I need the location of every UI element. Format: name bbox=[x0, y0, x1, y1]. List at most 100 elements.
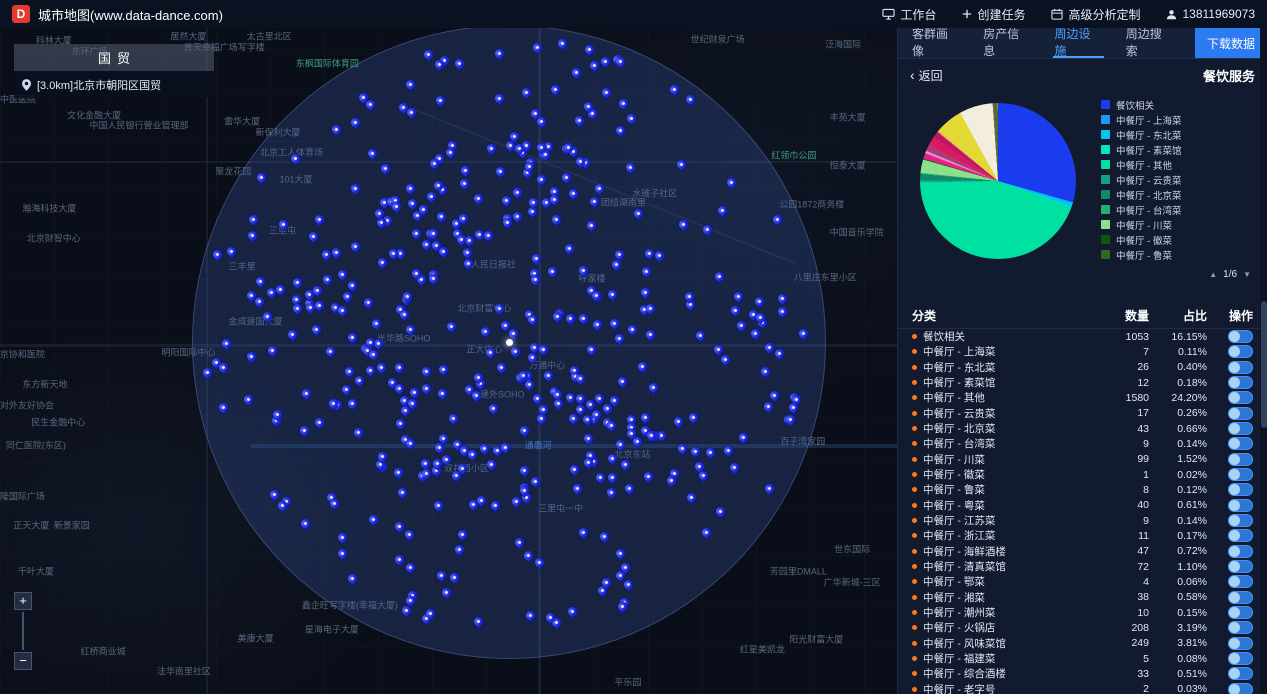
nav-account[interactable]: 13811969073 bbox=[1166, 7, 1255, 21]
map-marker[interactable] bbox=[546, 264, 559, 278]
map-marker[interactable] bbox=[626, 323, 639, 336]
map-marker[interactable] bbox=[407, 386, 421, 399]
map-marker[interactable] bbox=[393, 360, 407, 374]
map-marker[interactable] bbox=[410, 226, 423, 240]
row-toggle[interactable] bbox=[1228, 575, 1253, 589]
map-marker[interactable] bbox=[573, 391, 587, 405]
map-marker[interactable] bbox=[714, 504, 728, 518]
legend-item[interactable]: 中餐厅 - 鲁菜 bbox=[1101, 247, 1253, 262]
map-marker[interactable] bbox=[537, 343, 551, 356]
map-marker[interactable] bbox=[613, 437, 627, 451]
map-marker[interactable] bbox=[749, 327, 762, 341]
map-marker[interactable] bbox=[346, 572, 360, 586]
map-marker[interactable] bbox=[244, 350, 258, 364]
map-marker[interactable] bbox=[419, 238, 433, 252]
map-marker[interactable] bbox=[570, 65, 584, 79]
map-marker[interactable] bbox=[349, 240, 363, 254]
legend-item[interactable]: 中餐厅 - 上海菜 bbox=[1101, 112, 1253, 127]
legend-item[interactable]: 中餐厅 - 徽菜 bbox=[1101, 232, 1253, 247]
map-marker[interactable] bbox=[762, 340, 776, 354]
legend-item[interactable]: 中餐厅 - 其他 bbox=[1101, 157, 1253, 172]
map-marker[interactable] bbox=[725, 176, 739, 189]
map-marker[interactable] bbox=[606, 451, 619, 465]
map-marker[interactable] bbox=[729, 304, 743, 318]
map-marker[interactable] bbox=[329, 245, 343, 259]
map-marker[interactable] bbox=[639, 411, 653, 424]
map-marker[interactable] bbox=[266, 344, 279, 358]
map-marker[interactable] bbox=[685, 491, 699, 504]
legend-item[interactable]: 中餐厅 - 川菜 bbox=[1101, 217, 1253, 232]
map-marker[interactable] bbox=[592, 182, 606, 196]
map-marker[interactable] bbox=[500, 193, 514, 207]
map-marker[interactable] bbox=[693, 328, 707, 342]
row-toggle[interactable] bbox=[1228, 452, 1253, 466]
map-marker[interactable] bbox=[364, 363, 378, 377]
map-marker[interactable] bbox=[299, 517, 313, 530]
tab-property-info[interactable]: 房产信息 bbox=[983, 28, 1020, 58]
map-marker[interactable] bbox=[494, 361, 508, 374]
map-marker[interactable] bbox=[570, 481, 584, 495]
map-marker[interactable] bbox=[614, 547, 627, 561]
map-marker[interactable] bbox=[776, 304, 789, 318]
map-marker[interactable] bbox=[336, 546, 350, 560]
map-marker[interactable] bbox=[566, 605, 580, 619]
map-marker[interactable] bbox=[403, 528, 417, 541]
map-marker[interactable] bbox=[610, 257, 623, 271]
tab-nearby-search[interactable]: 周边搜索 bbox=[1125, 28, 1162, 58]
row-toggle[interactable] bbox=[1228, 544, 1253, 558]
map-marker[interactable] bbox=[488, 498, 502, 512]
row-toggle[interactable] bbox=[1228, 514, 1253, 528]
row-toggle[interactable] bbox=[1228, 667, 1253, 681]
row-toggle[interactable] bbox=[1228, 560, 1253, 574]
map-marker[interactable] bbox=[713, 270, 727, 284]
row-toggle[interactable] bbox=[1228, 437, 1253, 451]
map-marker[interactable] bbox=[437, 363, 451, 376]
row-toggle[interactable] bbox=[1228, 345, 1253, 359]
map-marker[interactable] bbox=[672, 414, 686, 428]
map-marker[interactable] bbox=[421, 48, 435, 62]
map-marker[interactable] bbox=[392, 520, 406, 534]
map-marker[interactable] bbox=[552, 397, 565, 410]
map-marker[interactable] bbox=[588, 195, 601, 209]
map-marker[interactable] bbox=[772, 347, 786, 361]
map-marker[interactable] bbox=[605, 470, 619, 484]
map-marker[interactable] bbox=[379, 161, 393, 175]
map-marker[interactable] bbox=[435, 386, 449, 400]
map-marker[interactable] bbox=[600, 86, 614, 99]
map-marker[interactable] bbox=[352, 426, 366, 440]
map-marker[interactable] bbox=[566, 412, 580, 426]
nav-workbench[interactable]: 工作台 bbox=[882, 6, 936, 23]
tab-customer-profile[interactable]: 客群画像 bbox=[912, 28, 949, 58]
map-marker[interactable] bbox=[668, 82, 682, 96]
map-marker[interactable] bbox=[353, 374, 367, 387]
map-marker[interactable] bbox=[640, 265, 654, 278]
map-marker[interactable] bbox=[732, 290, 745, 303]
map-marker[interactable] bbox=[343, 365, 357, 378]
legend-item[interactable]: 中餐厅 - 云贵菜 bbox=[1101, 172, 1253, 187]
row-toggle[interactable] bbox=[1228, 468, 1253, 482]
map-marker[interactable] bbox=[493, 165, 507, 178]
map-marker[interactable] bbox=[346, 279, 360, 293]
map-marker[interactable] bbox=[458, 176, 472, 190]
map-marker[interactable] bbox=[255, 170, 268, 184]
map-marker[interactable] bbox=[425, 190, 438, 204]
map-marker[interactable] bbox=[439, 586, 453, 600]
map-marker[interactable] bbox=[585, 343, 598, 356]
map-marker[interactable] bbox=[642, 470, 656, 484]
map-marker[interactable] bbox=[625, 112, 639, 126]
map-marker[interactable] bbox=[531, 41, 545, 55]
map-marker[interactable] bbox=[529, 475, 542, 488]
map-marker[interactable] bbox=[376, 255, 389, 269]
map-marker[interactable] bbox=[513, 535, 527, 549]
map-marker[interactable] bbox=[336, 531, 350, 544]
map-marker[interactable] bbox=[289, 152, 302, 165]
map-marker[interactable] bbox=[297, 424, 311, 438]
legend-item[interactable]: 餐饮相关 bbox=[1101, 97, 1253, 112]
map-marker[interactable] bbox=[268, 488, 282, 502]
map-marker[interactable] bbox=[398, 308, 412, 322]
map-marker[interactable] bbox=[542, 369, 555, 382]
map-marker[interactable] bbox=[564, 391, 578, 405]
map-marker[interactable] bbox=[638, 285, 652, 299]
map-marker[interactable] bbox=[535, 172, 548, 186]
map-marker[interactable] bbox=[588, 59, 602, 72]
